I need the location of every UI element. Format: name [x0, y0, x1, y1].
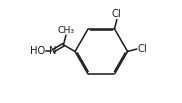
Text: Cl: Cl [112, 9, 122, 19]
Text: CH₃: CH₃ [58, 26, 74, 35]
Text: N: N [50, 46, 57, 56]
Text: Cl: Cl [137, 44, 147, 54]
Text: HO: HO [30, 46, 45, 56]
